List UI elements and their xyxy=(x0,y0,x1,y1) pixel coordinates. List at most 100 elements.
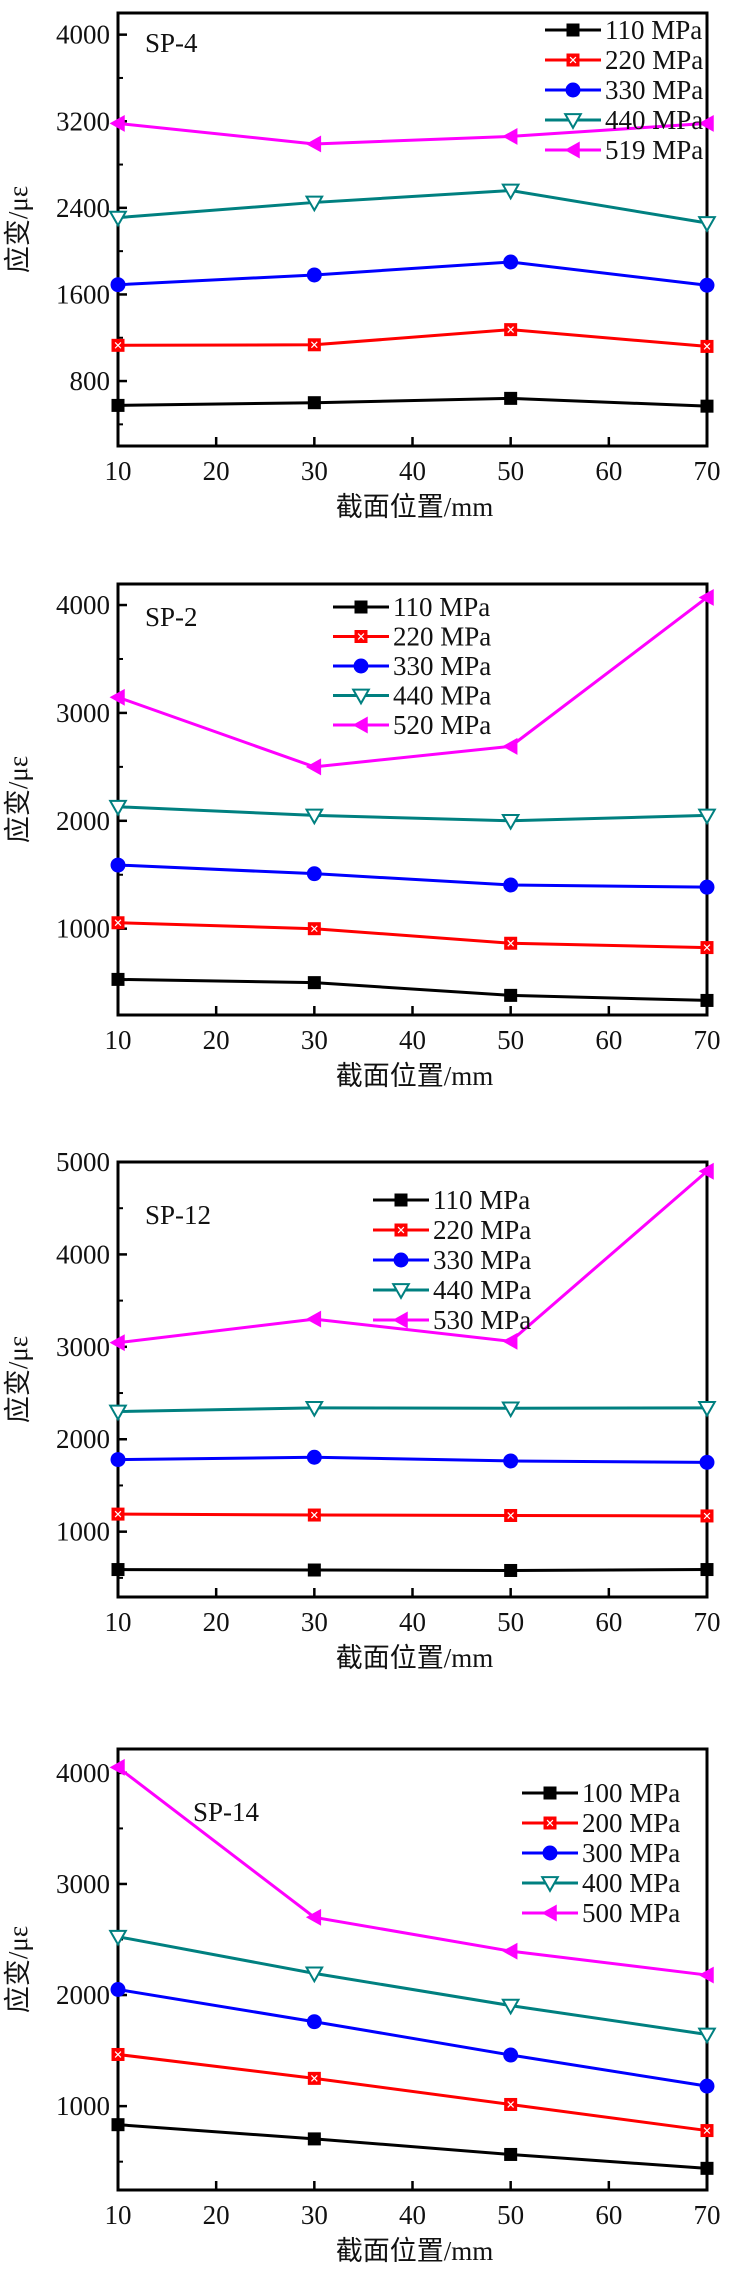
legend-item: 110 MPa xyxy=(545,15,702,45)
series-line xyxy=(117,1512,708,1518)
data-point xyxy=(307,1508,321,1522)
x-axis-title: 截面位置/mm xyxy=(336,1643,494,1673)
series-110-mpa xyxy=(111,1563,714,1577)
chart-panel-sp-12: 10 20 30 40 50 60 70 1000 2000 3000 4000 5000 截面位置/m… xyxy=(3,1147,721,1673)
legend-label: 330 MPa xyxy=(605,75,703,105)
legend-marker xyxy=(354,600,368,614)
legend-item: 330 MPa xyxy=(545,75,703,105)
legend-label: 440 MPa xyxy=(605,105,703,135)
data-point xyxy=(109,1334,125,1352)
data-point xyxy=(110,1982,126,1997)
x-tick-label: 50 xyxy=(497,456,524,486)
legend-marker xyxy=(392,1311,408,1329)
data-point xyxy=(108,1929,128,1947)
legend-marker xyxy=(543,1816,557,1830)
data-point xyxy=(700,1509,714,1523)
data-point xyxy=(503,254,519,270)
data-point xyxy=(110,1452,126,1468)
y-tick-label: 3000 xyxy=(56,1869,110,1899)
legend-marker xyxy=(543,1786,557,1800)
series-line xyxy=(117,2123,708,2170)
data-point xyxy=(304,808,324,826)
data-point xyxy=(111,2047,125,2061)
data-point xyxy=(111,972,125,986)
data-point xyxy=(111,2118,125,2132)
data-point xyxy=(699,879,715,895)
data-point xyxy=(307,976,321,990)
x-axis-title: 截面位置/mm xyxy=(336,2236,494,2266)
panel-label: SP-4 xyxy=(145,28,198,58)
x-tick-label: 20 xyxy=(203,456,230,486)
legend-label: 530 MPa xyxy=(433,1305,531,1335)
legend-label: 300 MPa xyxy=(582,1838,680,1868)
x-axis-title: 截面位置/mm xyxy=(336,1061,494,1091)
data-point xyxy=(700,339,714,353)
legend-label: 500 MPa xyxy=(582,1898,680,1928)
data-point xyxy=(304,195,324,213)
series-line xyxy=(117,977,708,1002)
data-point xyxy=(307,922,321,936)
series-line xyxy=(117,1935,708,2036)
series-500-mpa xyxy=(109,1758,714,1984)
data-point xyxy=(503,1453,519,1469)
data-point xyxy=(111,338,125,352)
legend-marker xyxy=(566,53,580,67)
legend-marker xyxy=(542,1845,558,1861)
series-440-mpa xyxy=(108,799,717,831)
series-line xyxy=(117,805,708,823)
y-tick-label: 2000 xyxy=(56,1980,110,2010)
legend-item: 200 MPa xyxy=(522,1808,680,1838)
x-tick-label: 20 xyxy=(203,2200,230,2230)
legend-marker xyxy=(394,1193,408,1207)
legend-marker xyxy=(541,1904,557,1922)
data-point xyxy=(110,277,126,293)
series-line xyxy=(117,1988,708,2088)
series-line xyxy=(117,328,708,348)
chart-panel-sp-14: 10 20 30 40 50 60 70 1000 2000 3000 4000 截面位置/mm 应变/… xyxy=(3,1747,721,2266)
data-point xyxy=(305,1310,322,1328)
legend-item: 530 MPa xyxy=(373,1305,531,1335)
legend-label: 110 MPa xyxy=(605,15,702,45)
legend-label: 330 MPa xyxy=(433,1245,531,1275)
data-point xyxy=(504,2097,518,2111)
x-axis-title: 截面位置/mm xyxy=(336,492,494,522)
series-line xyxy=(117,260,708,287)
legend-label: 100 MPa xyxy=(582,1778,680,1808)
legend-item: 440 MPa xyxy=(545,105,703,135)
x-tick-label: 30 xyxy=(301,2200,328,2230)
x-tick-label: 50 xyxy=(497,1025,524,1055)
y-tick-label: 4000 xyxy=(56,1239,110,1269)
x-tick-label: 40 xyxy=(399,1025,426,1055)
x-tick-label: 50 xyxy=(497,1607,524,1637)
data-point xyxy=(502,1332,518,1350)
data-point xyxy=(504,1563,518,1577)
data-point xyxy=(700,993,714,1007)
data-point xyxy=(111,1507,125,1521)
data-point xyxy=(700,1563,714,1577)
x-tick-label: 60 xyxy=(595,2200,622,2230)
data-point xyxy=(307,2132,321,2146)
series-300-mpa xyxy=(110,1982,715,2094)
legend-marker xyxy=(540,1876,560,1893)
y-tick-label: 2000 xyxy=(56,806,110,836)
data-point xyxy=(700,941,714,955)
x-tick-label: 70 xyxy=(694,2200,721,2230)
data-point xyxy=(109,114,125,132)
legend-item: 519 MPa xyxy=(545,135,703,165)
x-tick-label: 70 xyxy=(694,1607,721,1637)
data-point xyxy=(306,267,322,283)
legend-marker xyxy=(566,23,580,37)
legend-item: 110 MPa xyxy=(373,1185,530,1215)
data-point xyxy=(698,1966,714,1984)
x-tick-label: 40 xyxy=(399,2200,426,2230)
x-tick-label: 60 xyxy=(595,1607,622,1637)
y-tick-label: 4000 xyxy=(56,590,110,620)
data-point xyxy=(305,1908,322,1926)
series-100-mpa xyxy=(111,2118,714,2175)
x-tick-label: 70 xyxy=(694,456,721,486)
data-point xyxy=(700,2124,714,2138)
data-point xyxy=(502,1942,518,1960)
